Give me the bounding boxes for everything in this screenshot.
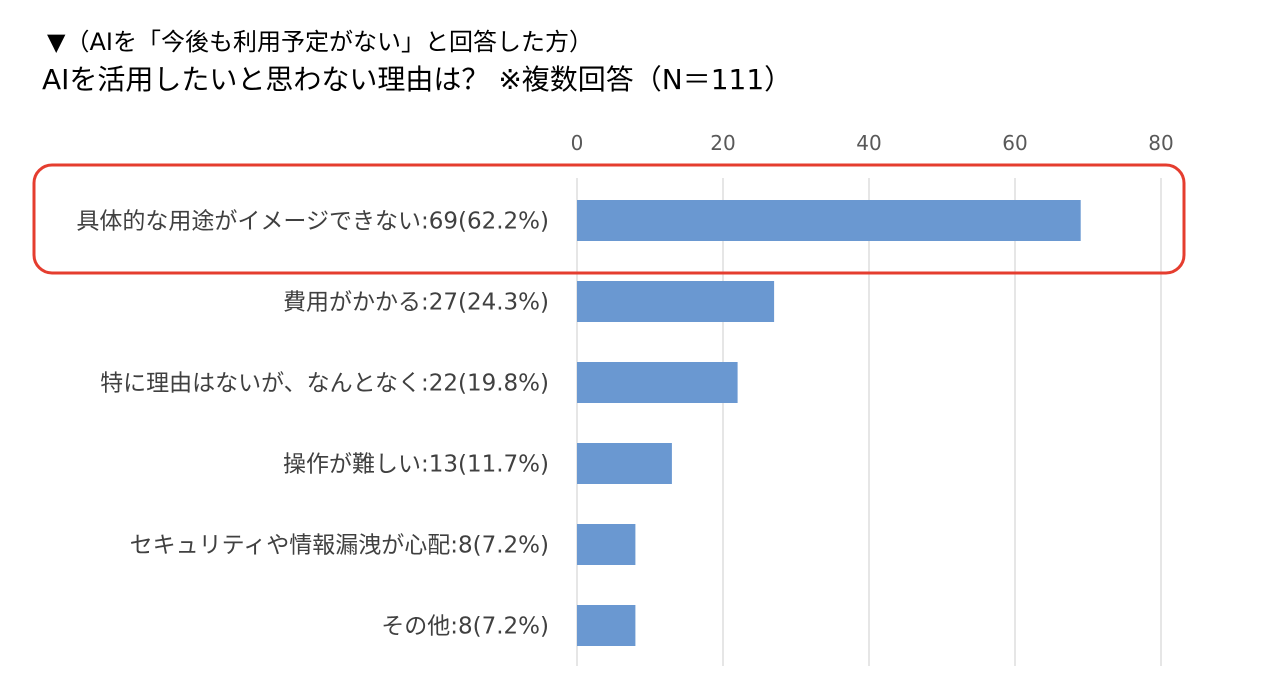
category-label: セキュリティや情報漏洩が心配:8(7.2%): [130, 533, 549, 559]
x-tick-label: 60: [1002, 131, 1027, 155]
category-label: 操作が難しい:13(11.7%): [283, 452, 549, 478]
chart-title: AIを活用したいと思わない理由は？ ※複数回答（N＝111）: [42, 63, 793, 96]
category-label: 特に理由はないが、なんとなく:22(19.8%): [100, 371, 549, 397]
grid-lines: [576, 178, 1162, 666]
category-label: その他:8(7.2%): [381, 614, 549, 640]
x-tick-label: 80: [1148, 131, 1173, 155]
x-axis-ticks: 0 20 40 60 80: [571, 131, 1174, 155]
category-label: 費用がかかる:27(24.3%): [283, 290, 549, 316]
bar: [577, 281, 775, 322]
x-tick-label: 40: [856, 131, 881, 155]
bar: [577, 362, 738, 403]
category-label: 具体的な用途がイメージできない:69(62.2%): [76, 209, 549, 235]
chart-subtitle: ▼（AIを「今後も利用予定がない」と回答した方）: [47, 28, 593, 56]
category-labels: 具体的な用途がイメージできない:69(62.2%) 費用がかかる:27(24.3%…: [76, 209, 549, 640]
bar: [577, 605, 636, 646]
x-tick-label: 0: [571, 131, 584, 155]
highlight-layer: [32, 163, 1186, 275]
bar: [577, 200, 1081, 241]
highlight-frame: [32, 163, 1186, 275]
bar: [577, 524, 636, 565]
bars: [577, 200, 1081, 646]
bar: [577, 443, 672, 484]
x-tick-label: 20: [710, 131, 735, 155]
